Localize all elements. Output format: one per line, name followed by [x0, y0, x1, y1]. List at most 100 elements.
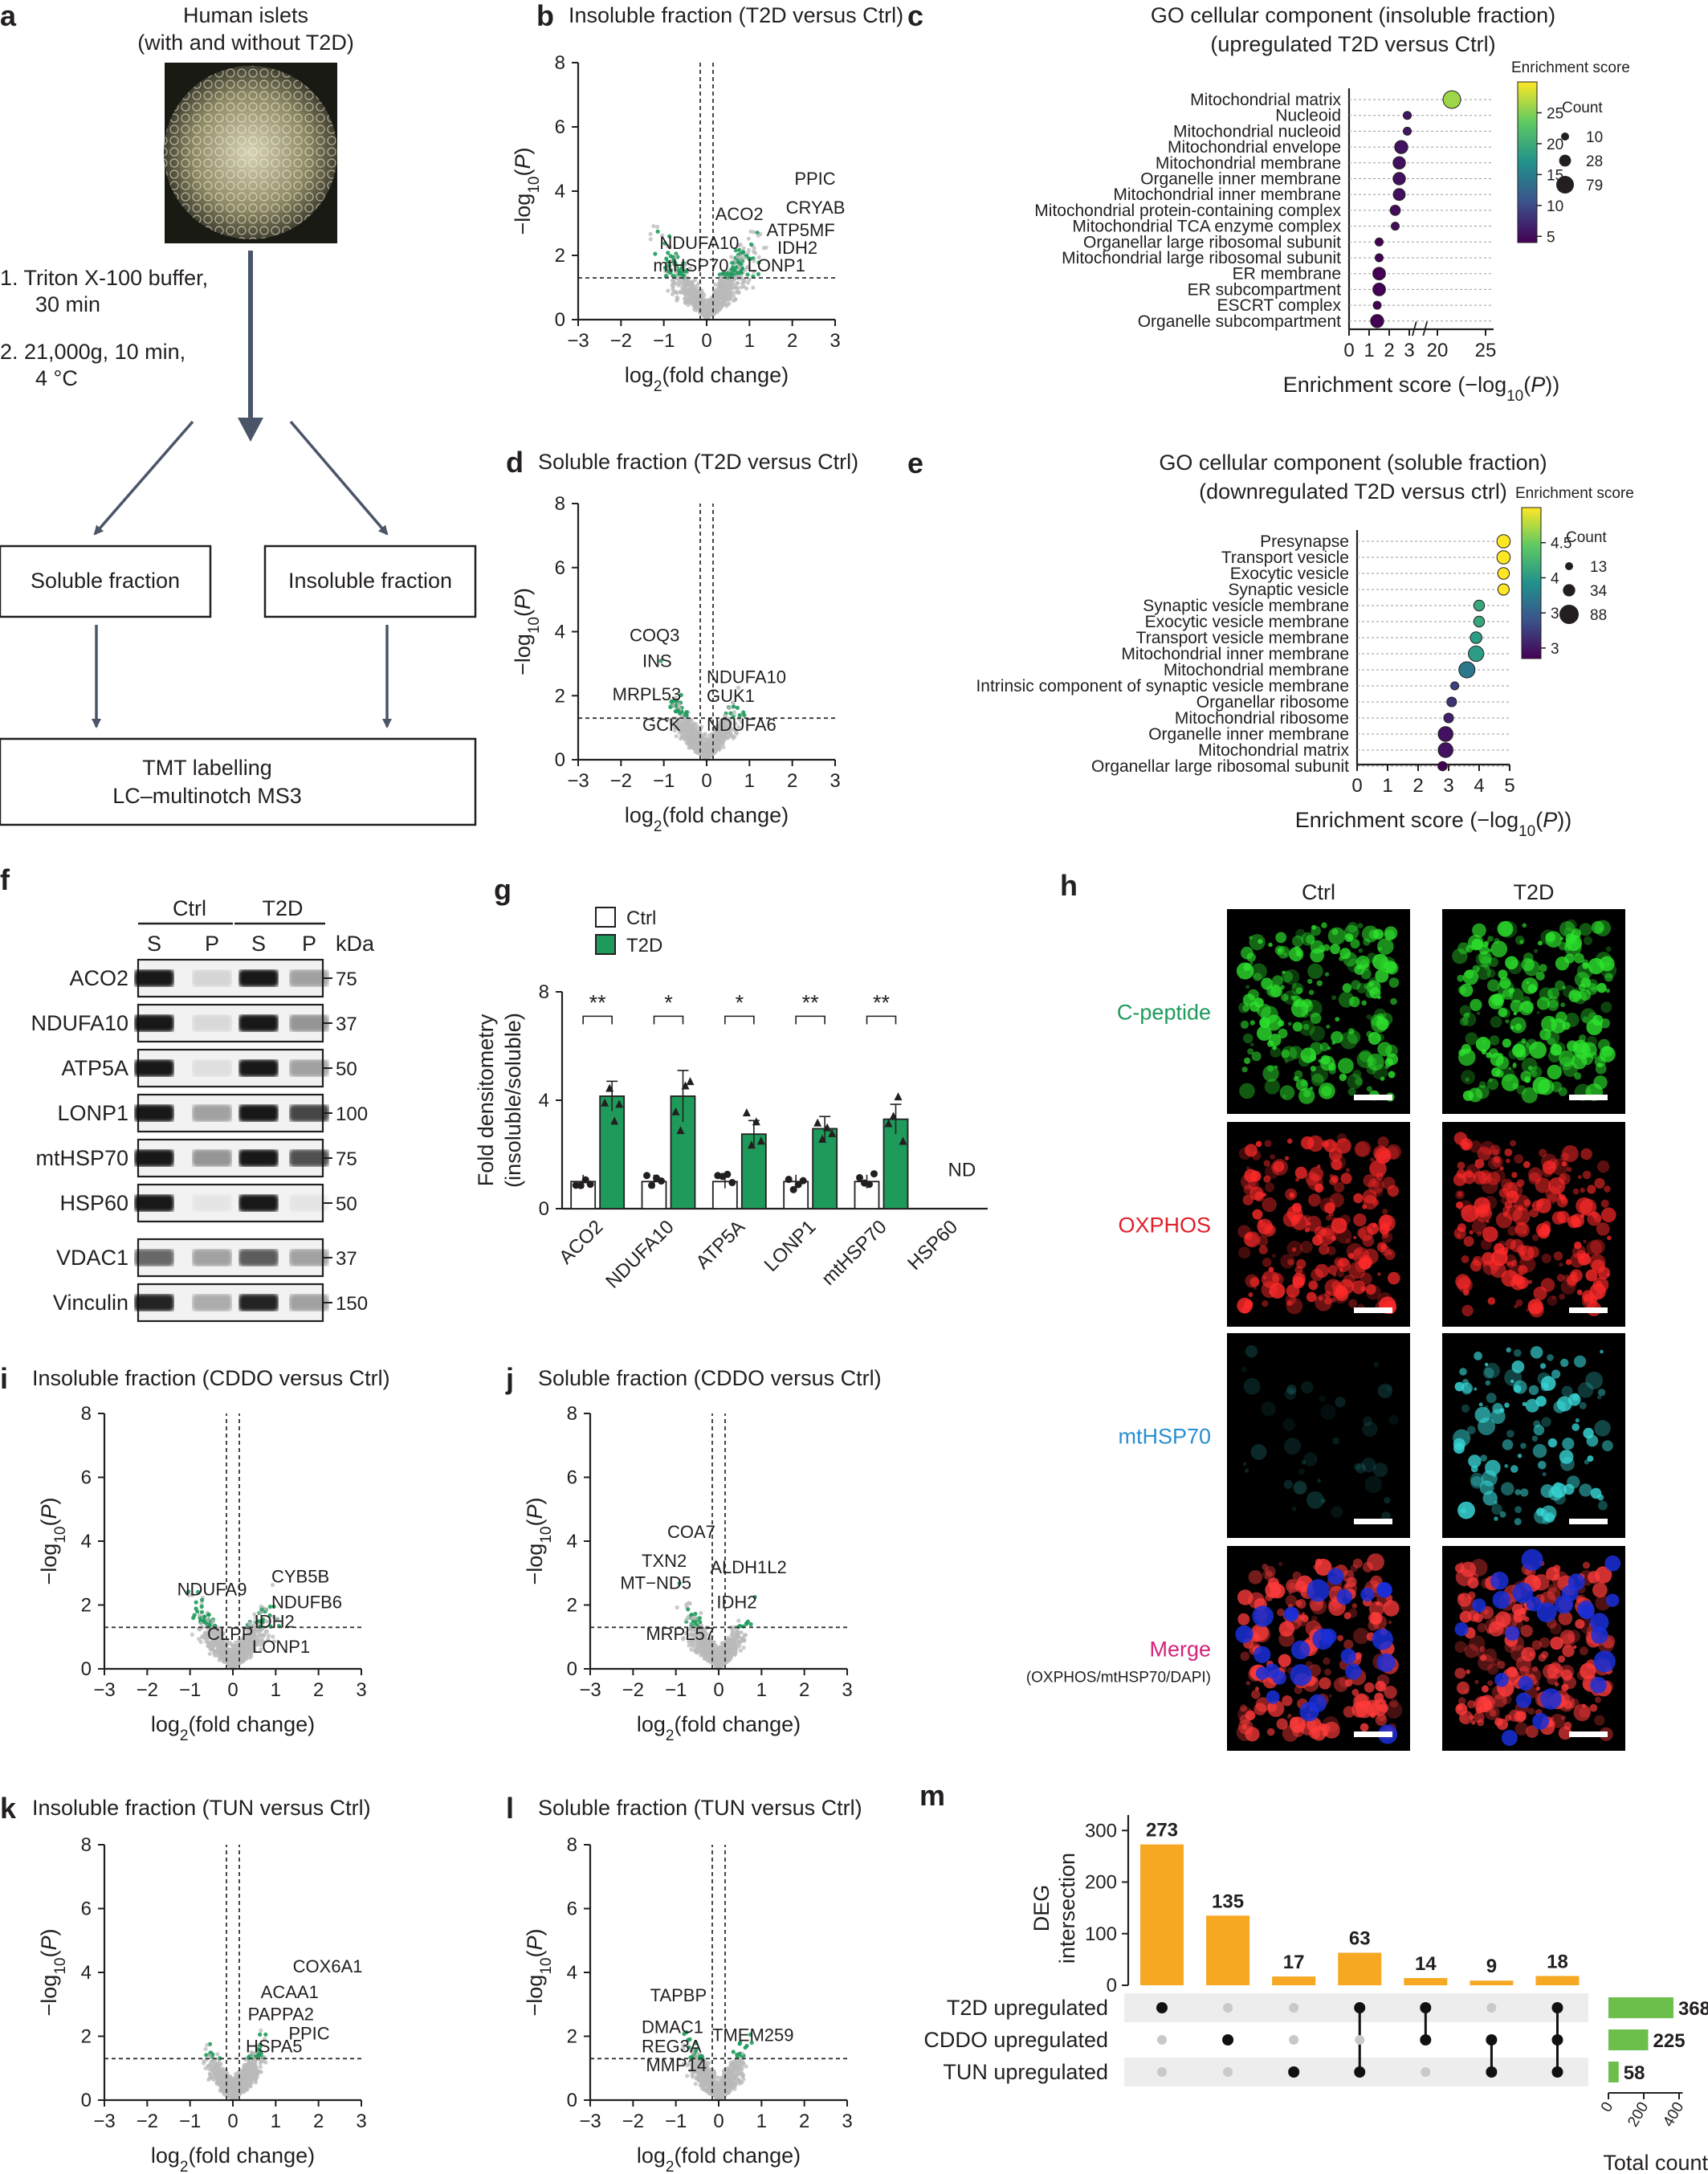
volcano-point — [217, 2061, 222, 2066]
volcano-point — [682, 296, 687, 301]
y-axis-label: −log10(P) — [37, 1929, 69, 2017]
x-axis-label: log2(fold change) — [637, 1712, 801, 1744]
volcano-point — [735, 1640, 740, 1645]
volcano-point — [684, 710, 689, 715]
insoluble-fraction-label: Insoluble fraction — [288, 569, 452, 593]
volcano-point — [747, 256, 752, 261]
y-tick-label: 8 — [555, 52, 565, 74]
volcano-point — [738, 256, 743, 261]
y-tick-label: 6 — [567, 1467, 577, 1489]
volcano-point — [713, 282, 718, 287]
volcano-point — [742, 255, 747, 260]
volcano-point — [707, 298, 711, 303]
volcano-point — [670, 278, 675, 283]
gene-label: ACO2 — [715, 204, 764, 224]
volcano-point — [675, 1605, 679, 1610]
volcano-point — [197, 1637, 202, 1642]
volcano-point — [711, 312, 716, 316]
islets-title-line-1: Human islets — [183, 3, 308, 27]
volcano-point — [703, 1652, 708, 1657]
volcano-point — [255, 2070, 260, 2074]
x-tick-label: 1 — [271, 2111, 281, 2132]
volcano-point — [746, 236, 752, 241]
volcano-point — [686, 1607, 691, 1612]
volcano-point — [729, 1638, 734, 1642]
soluble-fraction-label: Soluble fraction — [31, 569, 180, 593]
volcano-point — [218, 2088, 222, 2093]
volcano-point — [233, 1657, 238, 1662]
volcano-point — [695, 289, 699, 294]
volcano-point — [245, 2087, 250, 2092]
volcano-point — [752, 269, 756, 274]
x-tick-label: 0 — [701, 770, 711, 792]
volcano-point — [251, 2070, 256, 2074]
y-tick-label: 8 — [81, 1834, 92, 1856]
volcano-point — [258, 2061, 263, 2066]
volcano-point — [700, 1644, 706, 1649]
volcano-point — [686, 279, 691, 284]
panel-letter-b: b — [536, 0, 554, 32]
volcano-point — [734, 285, 739, 290]
islet-photo-texture — [164, 66, 337, 239]
volcano-point — [721, 296, 727, 301]
volcano-point — [246, 2069, 251, 2074]
volcano-point — [711, 305, 715, 310]
y-tick-label: 2 — [81, 2026, 92, 2048]
insoluble-fraction-box — [263, 545, 477, 618]
volcano-point — [698, 305, 703, 310]
volcano-point — [687, 266, 692, 271]
gene-label: IDH2 — [777, 238, 817, 258]
volcano-point — [234, 1653, 238, 1658]
y-tick-label: 8 — [567, 1403, 577, 1425]
step-1-line-2: 30 min — [35, 292, 100, 316]
volcano-point — [715, 739, 720, 744]
y-tick-label: 4 — [567, 1531, 577, 1552]
volcano-point — [725, 301, 730, 307]
volcano-point — [194, 1600, 198, 1605]
volcano-point — [693, 2082, 698, 2086]
panel-letter-d: d — [506, 446, 524, 479]
y-tick-label: 0 — [567, 1658, 577, 1680]
x-tick-label: −3 — [93, 1679, 115, 1701]
volcano-point — [694, 1616, 699, 1621]
volcano-point — [259, 1604, 263, 1609]
y-axis-label: −log10(P) — [511, 588, 543, 675]
gene-label: MT−ND5 — [620, 1573, 691, 1593]
x-tick-label: −2 — [610, 770, 632, 792]
volcano-point — [697, 1644, 702, 1649]
volcano-point — [241, 2087, 246, 2092]
x-axis-label: log2(fold change) — [625, 363, 789, 395]
x-tick-label: −3 — [567, 770, 589, 792]
volcano-point — [731, 293, 736, 299]
volcano-point — [736, 243, 740, 247]
volcano-point — [734, 1633, 739, 1638]
volcano-point — [707, 748, 712, 753]
volcano-point — [667, 234, 672, 239]
volcano-title: Soluble fraction (TUN versus Ctrl) — [538, 1796, 862, 1820]
volcano-point — [233, 2095, 238, 2100]
volcano-point — [729, 282, 735, 287]
volcano-point — [675, 276, 680, 281]
volcano-point — [206, 1613, 211, 1617]
volcano-point — [752, 251, 758, 255]
x-tick-label: 1 — [744, 330, 755, 352]
volcano-point — [728, 291, 733, 296]
gene-label: mtHSP70 — [653, 255, 728, 275]
gene-label: CYB5B — [271, 1567, 329, 1587]
volcano-point — [218, 1649, 223, 1654]
volcano-point — [733, 248, 738, 253]
gene-label: PPIC — [794, 169, 835, 189]
y-axis-label: −log10(P) — [511, 148, 543, 235]
volcano-point — [651, 223, 656, 229]
volcano-point — [234, 2087, 239, 2092]
volcano-point — [749, 242, 754, 247]
volcano-point — [660, 233, 665, 238]
volcano-point — [206, 1617, 210, 1622]
volcano-point — [679, 271, 683, 277]
volcano-point — [214, 2074, 218, 2079]
x-tick-label: −2 — [610, 330, 632, 352]
gene-label: GCK — [642, 715, 681, 735]
x-tick-label: −2 — [622, 1679, 644, 1701]
volcano-point — [741, 279, 746, 285]
x-tick-label: 1 — [744, 770, 755, 792]
